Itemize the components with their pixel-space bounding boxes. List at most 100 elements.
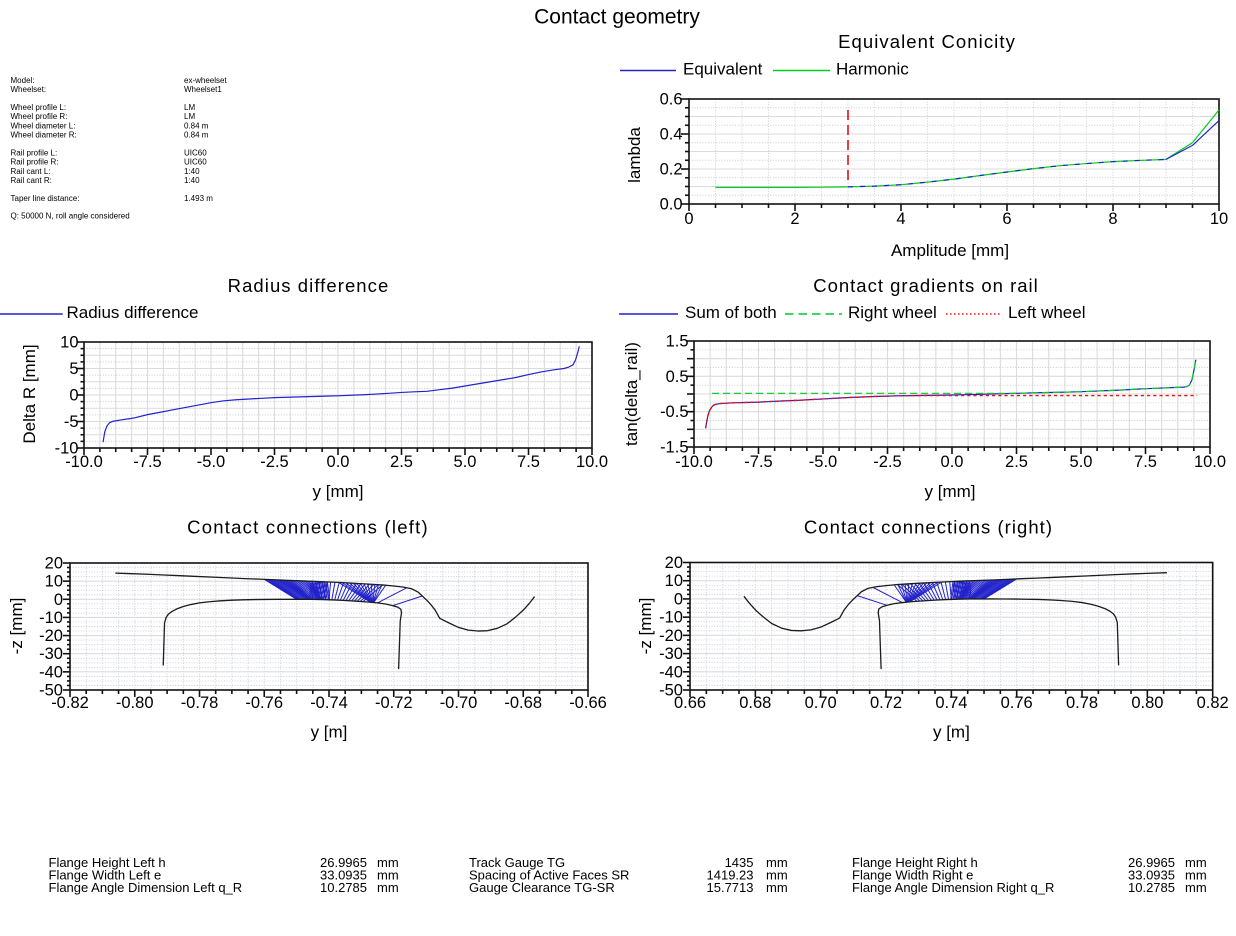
svg-text:4: 4: [896, 210, 905, 228]
svg-text:1419.23: 1419.23: [707, 868, 754, 883]
svg-text:Flange Height Right h: Flange Height Right h: [852, 855, 978, 870]
svg-text:-2.5: -2.5: [260, 453, 288, 471]
svg-text:-0.70: -0.70: [440, 694, 478, 712]
svg-text:Contact connections (right): Contact connections (right): [804, 517, 1053, 538]
svg-text:-0.82: -0.82: [51, 694, 89, 712]
svg-text:ex-wheelset: ex-wheelset: [184, 76, 227, 85]
svg-text:Flange Height Left h: Flange Height Left h: [49, 855, 166, 870]
svg-text:-0.74: -0.74: [310, 694, 348, 712]
svg-text:Wheel profile L:: Wheel profile L:: [11, 103, 67, 112]
svg-text:Taper line distance:: Taper line distance:: [11, 194, 80, 203]
svg-text:-50: -50: [39, 682, 63, 700]
svg-text:LM: LM: [184, 112, 195, 121]
svg-text:UIC60: UIC60: [184, 158, 207, 167]
svg-text:0.80: 0.80: [1131, 694, 1163, 712]
svg-text:1435: 1435: [725, 855, 754, 870]
svg-text:Contact geometry: Contact geometry: [534, 6, 700, 29]
svg-text:Spacing of Active Faces SR: Spacing of Active Faces SR: [469, 868, 629, 883]
svg-text:Wheelset:: Wheelset:: [11, 85, 47, 94]
svg-text:Equivalent Conicity: Equivalent Conicity: [838, 31, 1016, 52]
svg-text:1.5: 1.5: [666, 333, 689, 351]
svg-text:-z [mm]: -z [mm]: [636, 598, 655, 655]
svg-text:mm: mm: [1185, 855, 1207, 870]
svg-text:-7.5: -7.5: [133, 453, 161, 471]
svg-text:20: 20: [665, 554, 683, 572]
svg-text:Q: 50000 N, roll angle conside: Q: 50000 N, roll angle considered: [11, 212, 130, 221]
svg-text:5.0: 5.0: [1070, 453, 1093, 471]
svg-text:2: 2: [790, 210, 799, 228]
svg-text:0.0: 0.0: [660, 196, 683, 214]
svg-text:0.84 m: 0.84 m: [184, 121, 209, 130]
svg-text:-2.5: -2.5: [873, 453, 901, 471]
svg-text:-5: -5: [64, 413, 79, 431]
svg-text:0.78: 0.78: [1066, 694, 1098, 712]
svg-text:mm: mm: [766, 880, 788, 895]
svg-text:-0.76: -0.76: [245, 694, 283, 712]
svg-text:8: 8: [1108, 210, 1117, 228]
svg-text:Left wheel: Left wheel: [1008, 303, 1086, 322]
svg-text:0.82: 0.82: [1197, 694, 1229, 712]
svg-text:-20: -20: [659, 627, 683, 645]
svg-text:-z [mm]: -z [mm]: [7, 598, 26, 655]
svg-text:-10.0: -10.0: [675, 453, 713, 471]
svg-text:Track Gauge TG: Track Gauge TG: [469, 855, 565, 870]
svg-text:Amplitude [mm]: Amplitude [mm]: [891, 241, 1009, 260]
svg-text:-0.78: -0.78: [181, 694, 219, 712]
svg-text:0: 0: [684, 210, 693, 228]
svg-text:1:40: 1:40: [184, 176, 200, 185]
svg-text:-10: -10: [39, 609, 63, 627]
svg-text:Gauge Clearance TG-SR: Gauge Clearance TG-SR: [469, 880, 615, 895]
svg-text:mm: mm: [377, 868, 399, 883]
svg-text:mm: mm: [377, 855, 399, 870]
svg-text:-10: -10: [55, 440, 79, 458]
svg-text:10.2785: 10.2785: [1128, 880, 1175, 895]
svg-text:Flange Width Right e: Flange Width Right e: [852, 868, 973, 883]
svg-text:Rail cant L:: Rail cant L:: [11, 167, 51, 176]
svg-text:0.0: 0.0: [941, 453, 964, 471]
svg-text:-0.80: -0.80: [116, 694, 154, 712]
svg-text:10: 10: [60, 334, 78, 352]
svg-text:10.0: 10.0: [576, 453, 608, 471]
svg-text:0.2: 0.2: [660, 161, 683, 179]
svg-text:-0.66: -0.66: [569, 694, 607, 712]
svg-text:Wheel profile R:: Wheel profile R:: [11, 112, 68, 121]
svg-text:Sum of both: Sum of both: [685, 303, 777, 322]
svg-text:mm: mm: [766, 868, 788, 883]
svg-text:7.5: 7.5: [1134, 453, 1157, 471]
svg-text:-1.5: -1.5: [660, 439, 688, 457]
svg-text:33.0935: 33.0935: [1128, 868, 1175, 883]
svg-text:0.76: 0.76: [1001, 694, 1033, 712]
svg-text:LM: LM: [184, 103, 195, 112]
svg-text:Delta R [mm]: Delta R [mm]: [20, 344, 39, 443]
svg-text:20: 20: [45, 555, 63, 573]
svg-text:Flange Width Left e: Flange Width Left e: [49, 868, 162, 883]
svg-text:0.0: 0.0: [327, 453, 350, 471]
svg-text:y [mm]: y [mm]: [313, 482, 364, 501]
svg-text:0.4: 0.4: [660, 126, 683, 144]
svg-text:Contact gradients on rail: Contact gradients on rail: [813, 275, 1039, 296]
svg-text:-0.5: -0.5: [660, 403, 688, 421]
svg-text:7.5: 7.5: [517, 453, 540, 471]
svg-text:1.493 m: 1.493 m: [184, 194, 213, 203]
svg-text:Flange Angle Dimension Right q: Flange Angle Dimension Right q_R: [852, 880, 1054, 895]
svg-text:1:40: 1:40: [184, 167, 200, 176]
svg-text:Model:: Model:: [11, 76, 35, 85]
svg-text:Radius difference: Radius difference: [228, 275, 390, 296]
svg-text:33.0935: 33.0935: [320, 868, 367, 883]
svg-text:15.7713: 15.7713: [707, 880, 754, 895]
svg-text:6: 6: [1002, 210, 1011, 228]
svg-text:tan(delta_rail): tan(delta_rail): [622, 342, 641, 446]
svg-text:0.84 m: 0.84 m: [184, 131, 209, 140]
svg-text:0.70: 0.70: [805, 694, 837, 712]
svg-text:0.68: 0.68: [739, 694, 771, 712]
svg-text:mm: mm: [377, 880, 399, 895]
svg-text:Wheelset1: Wheelset1: [184, 85, 222, 94]
svg-text:10: 10: [1210, 210, 1228, 228]
svg-text:-40: -40: [39, 663, 63, 681]
svg-text:0.66: 0.66: [674, 694, 706, 712]
svg-text:0.5: 0.5: [666, 368, 689, 386]
svg-text:-5.0: -5.0: [197, 453, 225, 471]
svg-text:0: 0: [674, 590, 683, 608]
svg-text:Flange Angle Dimension Left q_: Flange Angle Dimension Left q_R: [49, 880, 243, 895]
svg-text:26.9965: 26.9965: [1128, 855, 1175, 870]
